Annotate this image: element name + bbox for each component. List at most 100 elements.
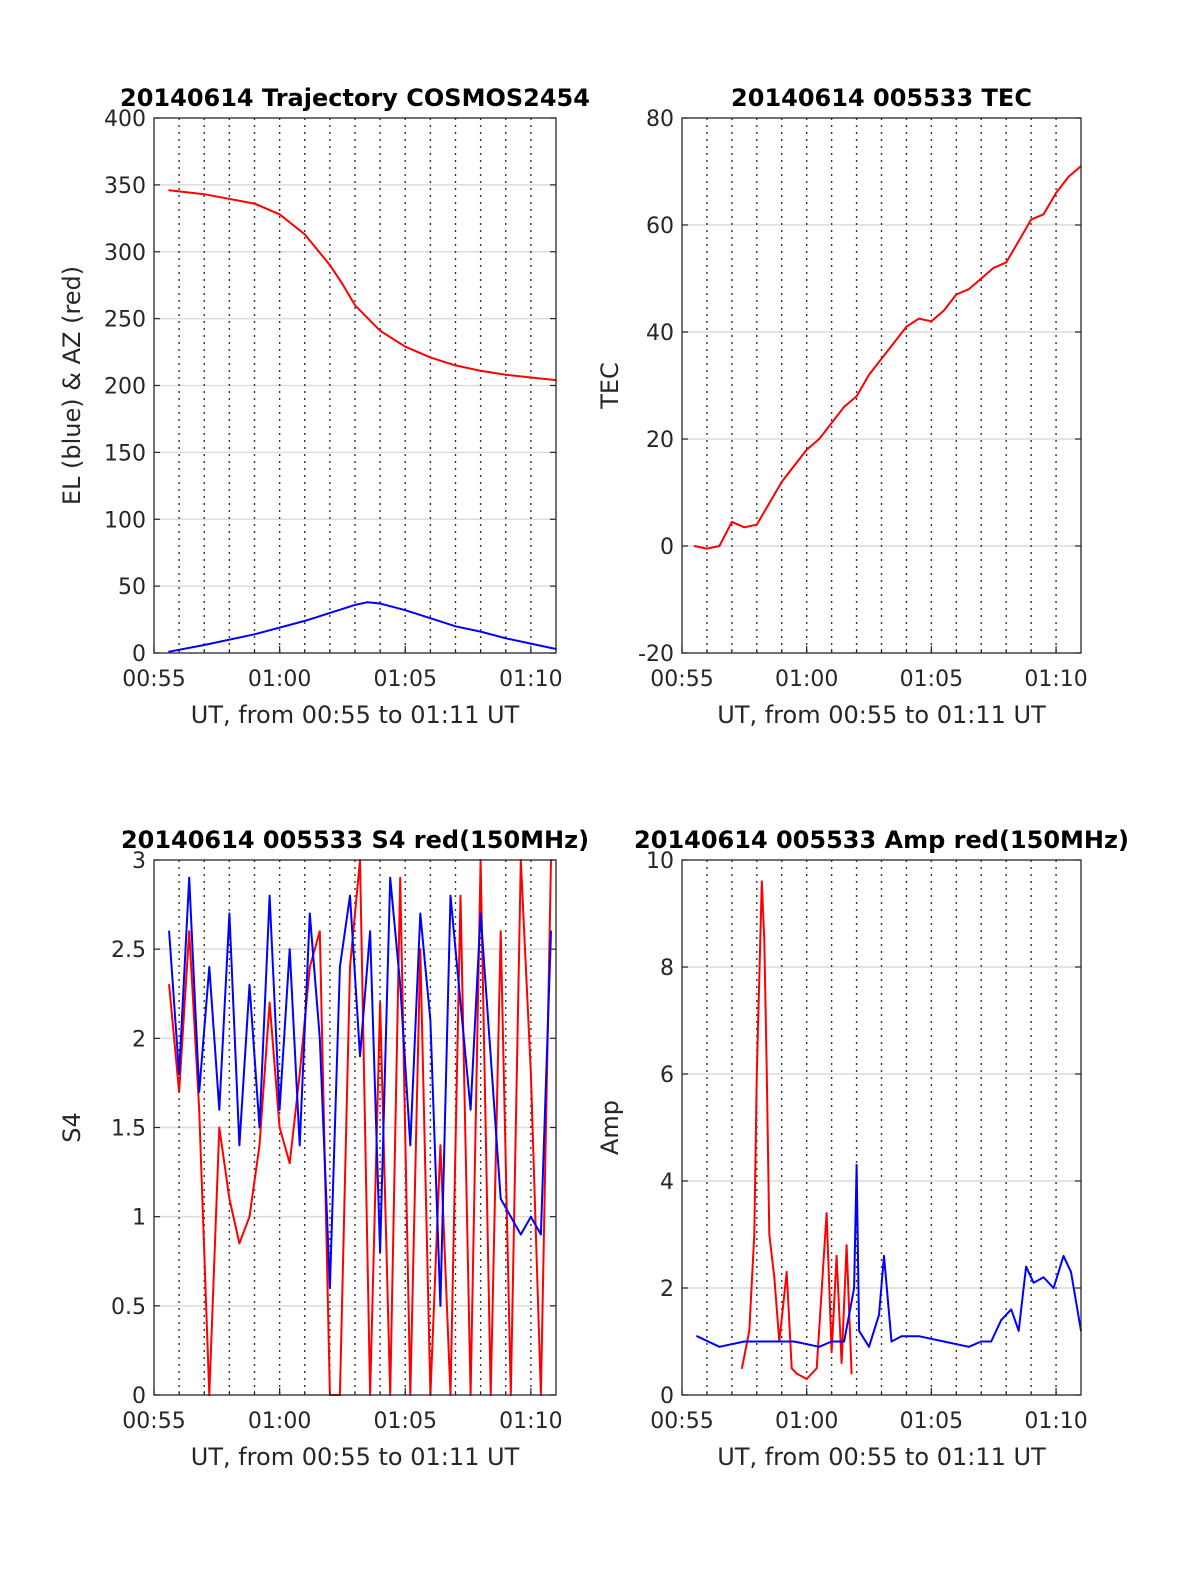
data-point <box>419 948 422 951</box>
data-point <box>793 464 796 467</box>
y-tick-label: 2.5 <box>111 938 146 963</box>
y-axis-label: EL (blue) & AZ (red) <box>58 266 86 505</box>
y-tick-label: 0.5 <box>111 1295 146 1320</box>
data-point <box>278 1108 281 1111</box>
data-point <box>339 966 341 968</box>
data-point <box>228 912 231 915</box>
data-point <box>509 1215 512 1218</box>
data-point <box>706 547 708 550</box>
series-line-az <box>168 189 557 382</box>
data-point <box>198 1090 201 1093</box>
y-tick-label: 60 <box>646 214 674 239</box>
data-point <box>850 1372 853 1375</box>
data-point <box>318 930 321 933</box>
data-point <box>955 293 958 296</box>
data-point <box>905 325 908 328</box>
data-point <box>755 523 758 526</box>
data-point <box>178 1090 181 1093</box>
data-point <box>449 894 452 897</box>
data-point <box>760 880 763 883</box>
x-tick-label: 00:55 <box>650 1409 713 1434</box>
y-tick-label: 80 <box>646 107 674 132</box>
x-tick-label: 01:05 <box>900 667 963 692</box>
data-point <box>178 1073 181 1075</box>
x-tick-label: 01:00 <box>248 667 311 692</box>
data-point <box>755 1073 758 1075</box>
data-point <box>203 193 206 196</box>
data-point <box>228 1197 231 1200</box>
data-point <box>743 1340 746 1343</box>
data-point <box>404 345 407 348</box>
data-point <box>830 1340 833 1343</box>
data-point <box>758 976 761 979</box>
data-point <box>753 1233 756 1236</box>
data-point <box>399 983 402 986</box>
data-point <box>696 1335 698 1338</box>
x-tick-label: 01:05 <box>374 667 437 692</box>
data-point <box>168 189 170 192</box>
y-axis-label: Amp <box>596 1100 624 1155</box>
data-point <box>1042 213 1045 216</box>
x-tick-label: 01:00 <box>775 1409 838 1434</box>
data-point <box>198 1108 201 1111</box>
y-tick-label: 0 <box>132 642 146 667</box>
data-point <box>743 526 746 529</box>
data-point <box>454 625 457 628</box>
y-tick-label: 200 <box>104 375 146 400</box>
data-point <box>278 213 281 216</box>
data-point <box>1017 1329 1020 1332</box>
data-point <box>793 1340 796 1343</box>
data-point <box>499 930 502 933</box>
y-tick-label: 0 <box>132 1384 146 1409</box>
data-point <box>942 309 945 312</box>
data-point <box>740 1367 743 1370</box>
data-point <box>308 912 311 915</box>
x-axis-label: UT, from 00:55 to 01:11 UT <box>717 1443 1046 1471</box>
data-point <box>1042 1276 1045 1279</box>
data-point <box>439 1144 442 1147</box>
x-tick-label: 01:05 <box>374 1409 437 1434</box>
data-point <box>409 1144 412 1147</box>
data-point <box>268 1001 271 1004</box>
x-tick-label: 01:10 <box>499 1409 562 1434</box>
data-point <box>354 304 356 307</box>
data-point <box>168 930 170 933</box>
y-tick-label: 0 <box>660 1384 674 1409</box>
data-point <box>208 966 211 968</box>
data-point <box>389 876 392 879</box>
data-point <box>830 1351 833 1354</box>
data-point <box>308 966 311 968</box>
data-point <box>489 1055 492 1058</box>
y-tick-label: 300 <box>104 241 146 266</box>
data-point <box>504 637 507 640</box>
series-line-red <box>740 880 853 1380</box>
data-point <box>835 1255 838 1257</box>
data-point <box>529 1215 532 1218</box>
data-point <box>359 1055 361 1058</box>
data-point <box>459 894 462 897</box>
data-point <box>379 329 382 332</box>
y-tick-label: 6 <box>660 1063 674 1088</box>
data-point <box>168 650 170 653</box>
chart-title: 20140614 005533 Amp red(150MHz) <box>634 826 1129 854</box>
data-point <box>825 1212 828 1214</box>
data-point <box>499 1197 502 1200</box>
data-point <box>253 633 256 636</box>
y-tick-label: 8 <box>660 956 674 981</box>
data-point <box>843 406 845 408</box>
data-point <box>238 1144 241 1147</box>
data-point <box>890 1340 893 1343</box>
data-point <box>328 611 331 614</box>
data-point <box>763 939 766 942</box>
y-tick-label: 50 <box>118 575 146 600</box>
y-tick-label: 40 <box>646 321 674 346</box>
data-point <box>785 1271 788 1273</box>
x-tick-label: 00:55 <box>650 667 713 692</box>
data-point <box>550 930 552 933</box>
x-tick-label: 01:10 <box>499 667 562 692</box>
data-point <box>303 620 306 622</box>
y-tick-label: 4 <box>660 1170 674 1195</box>
data-point <box>880 357 883 360</box>
data-point <box>718 1345 721 1348</box>
